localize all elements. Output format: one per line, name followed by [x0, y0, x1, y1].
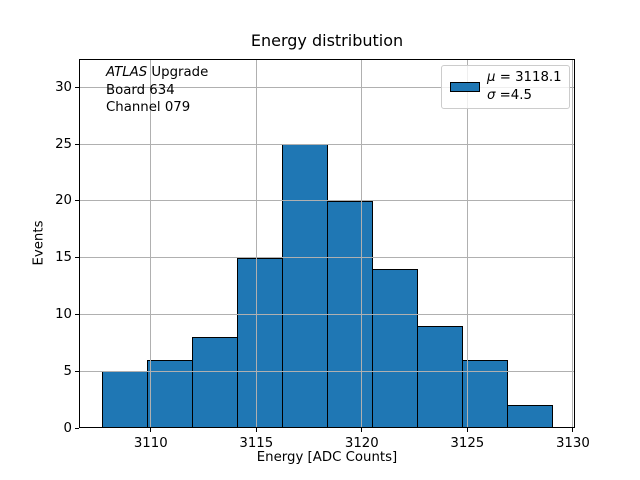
x-axis-label: Energy [ADC Counts]: [256, 450, 398, 465]
gridline-vertical: [255, 59, 257, 428]
gridline-vertical: [150, 59, 152, 428]
x-tick-label: 3125: [450, 436, 485, 451]
gridline-vertical: [572, 59, 574, 428]
x-tick-mark: [466, 428, 468, 432]
gridline-horizontal: [79, 86, 575, 88]
sigma-value: =4.5: [495, 88, 532, 103]
histogram-bar: [372, 269, 419, 428]
gridline-horizontal: [79, 257, 575, 259]
sigma-symbol: σ: [487, 88, 496, 103]
mu-value: = 3118.1: [495, 70, 562, 85]
annotation-brand-suffix: Upgrade: [147, 65, 209, 80]
grid-layer: [79, 59, 575, 428]
x-tick-label: 3110: [133, 436, 168, 451]
y-tick-label: 10: [55, 306, 72, 322]
y-tick-mark: [75, 143, 79, 145]
legend-color-patch: [450, 82, 480, 92]
x-tick-label: 3120: [344, 436, 379, 451]
legend-text: μ = 3118.1 σ =4.5: [487, 69, 562, 105]
x-tick-mark: [255, 428, 257, 432]
y-tick-label: 0: [63, 420, 72, 436]
y-tick-mark: [75, 86, 79, 88]
gridline-horizontal: [79, 313, 575, 315]
annotation-line-3: Channel 079: [106, 100, 191, 115]
annotation-line-1: ATLAS Upgrade: [106, 64, 208, 82]
y-tick-mark: [75, 257, 79, 259]
gridline-horizontal: [79, 370, 575, 372]
x-tick-label: 3115: [239, 436, 274, 451]
histogram-bar: [281, 144, 329, 428]
histogram-bar: [417, 325, 464, 428]
legend-mu-entry: μ = 3118.1: [487, 69, 562, 87]
chart-title: Energy distribution: [250, 31, 404, 50]
x-tick-mark: [361, 428, 363, 432]
y-tick-label: 25: [55, 136, 72, 152]
annotation-brand: ATLAS: [106, 65, 148, 80]
y-tick-label: 15: [55, 250, 72, 266]
y-tick-mark: [75, 427, 79, 429]
y-tick-label: 5: [63, 363, 72, 379]
annotation-text: ATLAS Upgrade Board 634 Channel 079: [106, 64, 208, 117]
gridline-vertical: [361, 59, 363, 428]
gridline-vertical: [466, 59, 468, 428]
histogram-bars-layer: [79, 59, 575, 428]
x-tick-label: 3130: [555, 436, 590, 451]
plot-area: ATLAS Upgrade Board 634 Channel 079 μ = …: [79, 59, 575, 428]
legend-box: μ = 3118.1 σ =4.5: [441, 65, 570, 109]
gridline-horizontal: [79, 143, 575, 145]
annotation-line-2: Board 634: [106, 82, 175, 98]
legend-sigma-entry: σ =4.5: [487, 87, 562, 105]
gridline-horizontal: [79, 200, 575, 202]
mu-symbol: μ: [487, 70, 496, 85]
y-tick-label: 20: [55, 193, 72, 209]
y-tick-mark: [75, 313, 79, 315]
x-tick-mark: [150, 428, 152, 432]
y-tick-mark: [75, 370, 79, 372]
x-tick-mark: [572, 428, 574, 432]
y-tick-mark: [75, 200, 79, 202]
y-tick-label: 30: [55, 79, 72, 95]
